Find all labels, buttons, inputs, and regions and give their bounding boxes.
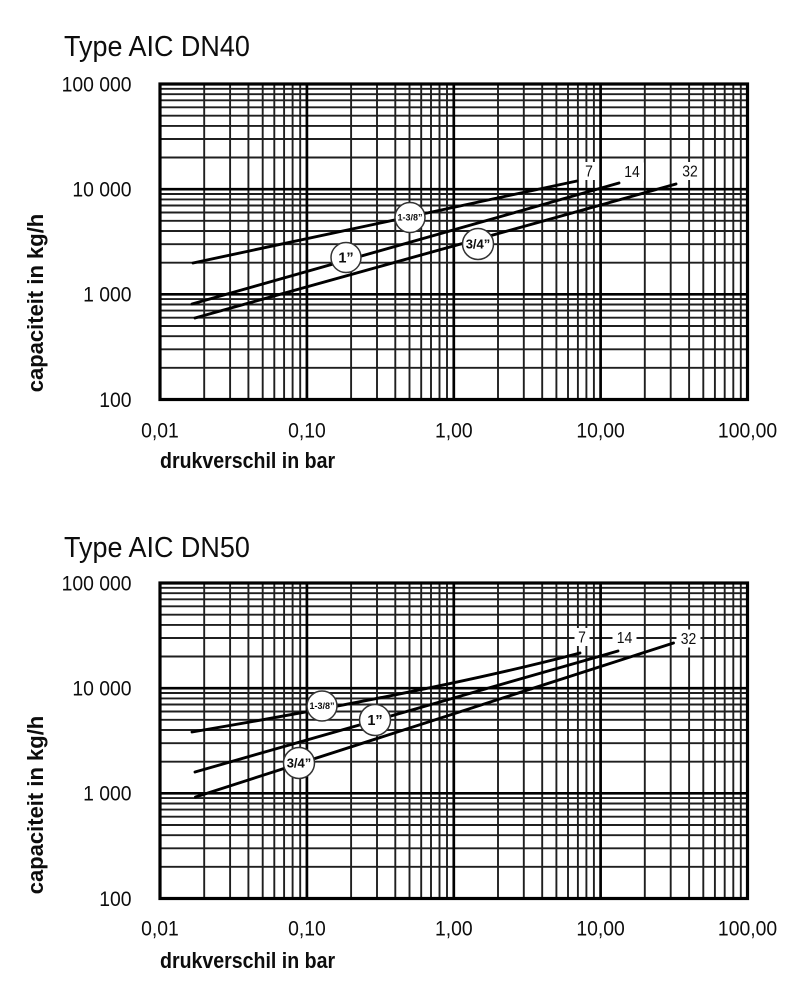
svg-text:Type AIC DN40: Type AIC DN40 <box>64 30 250 62</box>
svg-text:capaciteit in kg/h: capaciteit in kg/h <box>23 716 48 895</box>
svg-text:3/4”: 3/4” <box>287 756 312 771</box>
svg-text:1-3/8”: 1-3/8” <box>397 213 422 223</box>
svg-text:100,00: 100,00 <box>718 419 777 443</box>
svg-text:7: 7 <box>585 164 593 181</box>
svg-text:0,10: 0,10 <box>288 419 326 443</box>
svg-text:10,00: 10,00 <box>576 419 624 443</box>
svg-text:10 000: 10 000 <box>72 178 131 202</box>
svg-text:100 000: 100 000 <box>62 72 132 96</box>
svg-text:Type AIC DN50: Type AIC DN50 <box>64 531 250 563</box>
svg-text:10 000: 10 000 <box>72 677 131 701</box>
svg-text:0,01: 0,01 <box>141 917 179 941</box>
svg-text:drukverschil in bar: drukverschil in bar <box>160 949 335 973</box>
svg-text:drukverschil in bar: drukverschil in bar <box>160 449 335 473</box>
svg-text:1 000: 1 000 <box>83 782 131 806</box>
svg-text:1”: 1” <box>367 713 382 729</box>
svg-text:100,00: 100,00 <box>718 917 777 941</box>
svg-text:1,00: 1,00 <box>435 917 473 941</box>
svg-text:1,00: 1,00 <box>435 419 473 443</box>
svg-text:100 000: 100 000 <box>62 571 132 595</box>
svg-text:1”: 1” <box>338 251 353 267</box>
svg-text:14: 14 <box>617 630 633 647</box>
svg-text:10,00: 10,00 <box>576 917 624 941</box>
svg-text:7: 7 <box>578 630 586 647</box>
svg-text:3/4”: 3/4” <box>466 237 491 252</box>
svg-text:0,01: 0,01 <box>141 419 179 443</box>
svg-text:32: 32 <box>681 631 697 648</box>
svg-text:1-3/8”: 1-3/8” <box>309 701 334 711</box>
svg-text:0,10: 0,10 <box>288 917 326 941</box>
svg-text:14: 14 <box>624 164 640 181</box>
svg-text:capaciteit in kg/h: capaciteit in kg/h <box>23 214 48 393</box>
svg-text:32: 32 <box>682 164 698 181</box>
svg-text:1 000: 1 000 <box>83 283 131 307</box>
svg-text:100: 100 <box>99 887 131 911</box>
svg-text:100: 100 <box>99 388 131 412</box>
